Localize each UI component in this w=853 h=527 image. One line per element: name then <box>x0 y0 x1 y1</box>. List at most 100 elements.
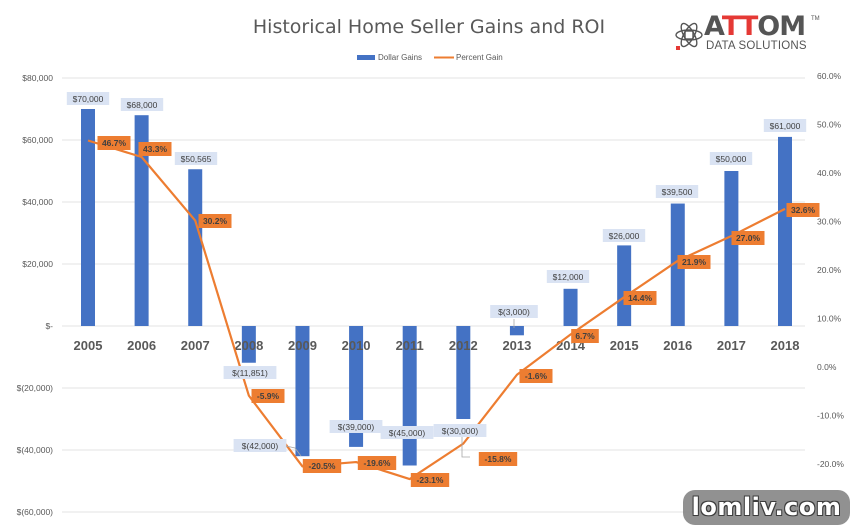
svg-text:$26,000: $26,000 <box>609 231 640 241</box>
svg-text:-1.6%: -1.6% <box>525 371 548 381</box>
svg-text:-15.8%: -15.8% <box>485 454 512 464</box>
svg-text:$12,000: $12,000 <box>553 272 584 282</box>
bar <box>188 169 203 326</box>
line-data-label: 14.4% <box>623 291 657 305</box>
svg-text:$(3,000): $(3,000) <box>498 307 530 317</box>
bar-data-label: $50,000 <box>709 152 753 165</box>
bar-data-label: $70,000 <box>66 92 110 105</box>
svg-text:$(45,000): $(45,000) <box>389 428 426 438</box>
left-axis-tick: $(60,000) <box>17 507 54 517</box>
line-data-label: 32.6% <box>786 203 820 217</box>
line-data-label: -23.1% <box>410 473 450 487</box>
bar-data-label: $39,500 <box>655 185 699 198</box>
right-axis-tick: 0.0% <box>817 362 837 372</box>
percent-gain-line <box>87 139 786 481</box>
svg-text:$50,000: $50,000 <box>716 154 747 164</box>
line-data-label: -1.6% <box>519 369 553 383</box>
bar-data-label: $26,000 <box>602 229 646 242</box>
x-axis-tick: 2013 <box>502 338 531 353</box>
bar-data-label: $(30,000) <box>433 424 487 437</box>
svg-text:$70,000: $70,000 <box>73 94 104 104</box>
legend: Dollar Gains Percent Gain <box>357 53 503 62</box>
svg-text:43.3%: 43.3% <box>143 144 168 154</box>
svg-text:14.4%: 14.4% <box>628 293 653 303</box>
right-axis-tick: 20.0% <box>817 265 842 275</box>
watermark: lomliv.com <box>683 490 850 525</box>
left-axis-tick: $20,000 <box>22 259 53 269</box>
bar <box>81 109 95 326</box>
bar <box>778 136 792 326</box>
bar <box>241 326 256 363</box>
line-data-label: 30.2% <box>198 214 232 228</box>
bar <box>456 326 471 419</box>
legend-swatch-dollar-gains <box>357 55 375 60</box>
line-data-label: 21.9% <box>677 255 711 269</box>
dollar-gains-data-labels: $70,000 $68,000 $50,565 $(11,851) $(42,000) $… <box>66 92 807 458</box>
line-data-label: 43.3% <box>138 142 172 156</box>
line-data-label: 27.0% <box>731 231 765 245</box>
line-data-label: -5.9% <box>251 389 285 403</box>
gridlines <box>62 77 805 513</box>
svg-text:$50,565: $50,565 <box>181 154 212 164</box>
x-axis-tick: 2015 <box>610 338 639 353</box>
line-data-label: 6.7% <box>571 329 599 343</box>
x-axis-tick: 2012 <box>449 338 478 353</box>
right-axis-tick: 50.0% <box>817 120 842 130</box>
bar <box>349 326 364 447</box>
right-axis-tick: 40.0% <box>817 168 842 178</box>
svg-text:$61,000: $61,000 <box>770 121 801 131</box>
percent-gain-polyline <box>87 139 786 481</box>
right-axis-tick: 30.0% <box>817 217 842 227</box>
bar <box>617 245 632 326</box>
svg-text:-20.5%: -20.5% <box>309 461 336 471</box>
right-axis-tick: -10.0% <box>817 411 844 421</box>
bar <box>295 326 310 457</box>
right-axis-tick: 60.0% <box>817 71 842 81</box>
x-axis: 2005 2006 2007 2008 2009 2010 2011 2012 2013 2014… <box>74 338 800 353</box>
logo-trademark: TM <box>811 16 820 22</box>
x-axis-tick: 2009 <box>288 338 317 353</box>
x-axis-tick: 2011 <box>396 338 424 353</box>
x-axis-tick: 2006 <box>127 338 156 353</box>
bar-data-label: $68,000 <box>120 98 164 111</box>
right-axis-tick: 10.0% <box>817 314 842 324</box>
svg-text:$(39,000): $(39,000) <box>338 422 375 432</box>
svg-text:$(30,000): $(30,000) <box>442 426 479 436</box>
right-axis-tick: -20.0% <box>817 459 844 469</box>
line-data-label: -20.5% <box>302 459 342 473</box>
bar-data-label: $(39,000) <box>329 420 383 433</box>
x-axis-tick: 2007 <box>181 338 210 353</box>
left-axis-tick: $80,000 <box>22 73 53 83</box>
bar-data-label: $(42,000) <box>233 439 287 452</box>
svg-text:32.6%: 32.6% <box>791 205 816 215</box>
svg-text:$(42,000): $(42,000) <box>242 441 279 451</box>
bar <box>724 171 739 326</box>
svg-text:6.7%: 6.7% <box>575 331 595 341</box>
bar-data-label: $(45,000) <box>380 426 434 439</box>
svg-text:$(11,851): $(11,851) <box>232 368 268 378</box>
x-axis-tick: 2005 <box>74 338 103 353</box>
bar <box>563 288 578 326</box>
bar <box>134 115 149 326</box>
percent-gain-data-labels: 46.7% 43.3% 30.2% -5.9% -20.5% -19.6% -23.1% -1… <box>97 136 820 487</box>
right-axis: 60.0% 50.0% 40.0% 30.0% 20.0% 10.0% 0.0% -10.0%… <box>817 71 844 469</box>
svg-text:30.2%: 30.2% <box>203 216 228 226</box>
atom-icon <box>675 22 703 50</box>
logo-subtitle: DATA SOLUTIONS <box>706 40 807 52</box>
bar-data-label: $50,565 <box>174 152 218 165</box>
bar-data-label: $61,000 <box>763 119 807 132</box>
left-axis-tick: $- <box>45 321 53 331</box>
legend-label-percent-gain: Percent Gain <box>456 53 503 62</box>
legend-label-dollar-gains: Dollar Gains <box>378 53 422 62</box>
svg-text:-5.9%: -5.9% <box>257 391 280 401</box>
line-data-label: -19.6% <box>357 456 397 470</box>
x-axis-tick: 2016 <box>663 338 692 353</box>
x-axis-tick: 2017 <box>717 338 746 353</box>
chart-title: Historical Home Seller Gains and ROI <box>253 16 605 38</box>
bar-data-label: $12,000 <box>546 270 590 283</box>
svg-text:$68,000: $68,000 <box>127 100 158 110</box>
bar <box>509 326 524 336</box>
left-axis-tick: $40,000 <box>22 197 53 207</box>
x-axis-tick: 2008 <box>234 338 263 353</box>
